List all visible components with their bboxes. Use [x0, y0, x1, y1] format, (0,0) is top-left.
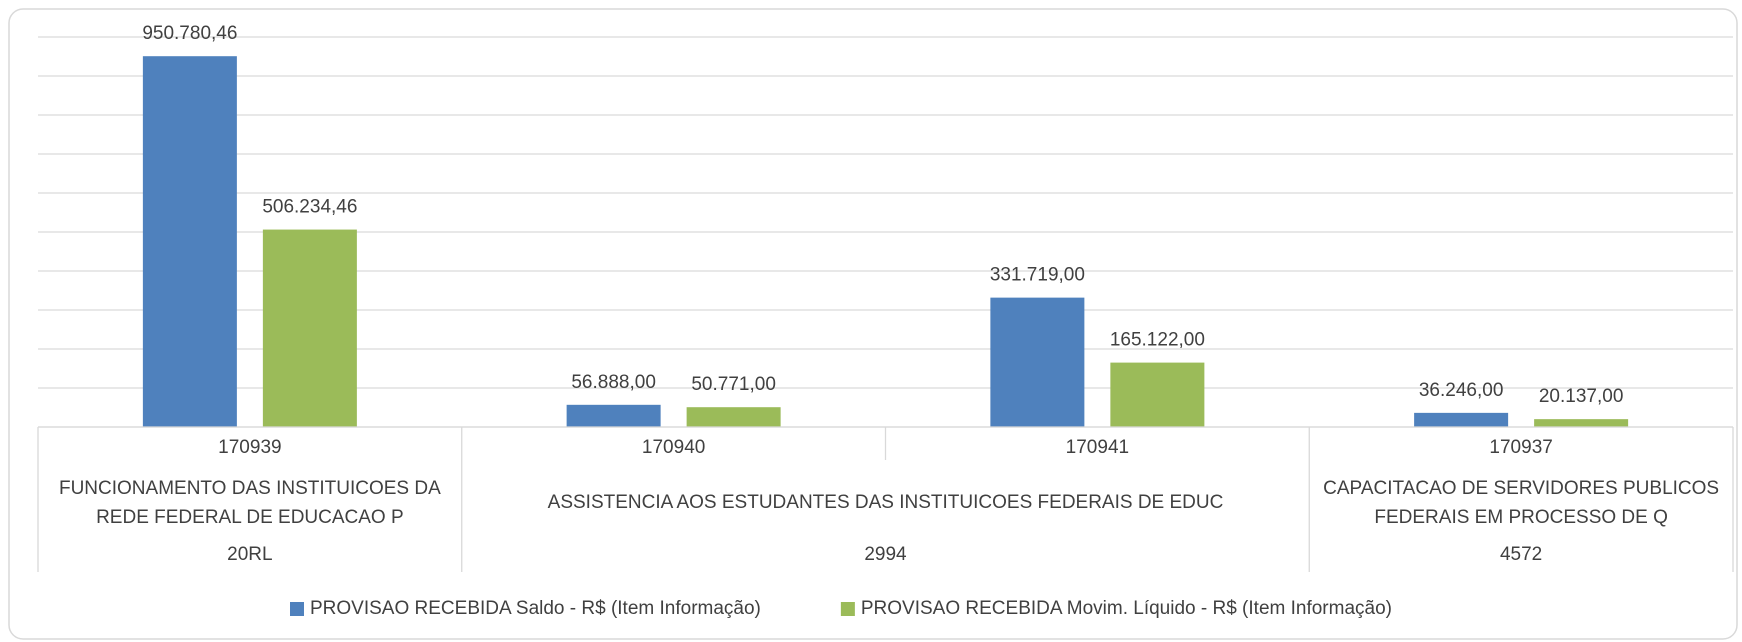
- value-label: 56.888,00: [571, 372, 656, 393]
- legend-label: PROVISAO RECEBIDA Saldo - R$ (Item Infor…: [310, 598, 761, 619]
- value-label: 950.780,46: [142, 23, 237, 44]
- bar: [1414, 412, 1509, 427]
- value-label: 331.719,00: [990, 265, 1085, 286]
- chart-frame: [8, 8, 1738, 640]
- category-group: ASSISTENCIA AOS ESTUDANTES DAS INSTITUIC…: [547, 492, 1224, 513]
- category-code-group-box: 20RL: [227, 544, 273, 565]
- category-code: 170941: [1065, 437, 1130, 458]
- category-group-box: CAPACITACAO DE SERVIDORES PUBLICOS FEDER…: [1323, 477, 1720, 528]
- category-code: 170937: [1489, 437, 1553, 458]
- value-label: 20.137,00: [1539, 386, 1624, 407]
- value-label: 506.234,46: [262, 197, 357, 218]
- bar: [990, 297, 1085, 427]
- category-code-box: 170941: [1065, 437, 1130, 458]
- category-code-box: 170939: [218, 437, 282, 458]
- category-code-box: 170940: [641, 437, 706, 458]
- bar: [566, 404, 661, 427]
- category-code: 170939: [218, 437, 282, 458]
- category-code-group-box: 4572: [1499, 544, 1543, 565]
- category-code-group: 4572: [1499, 544, 1543, 565]
- category-group: CAPACITACAO DE SERVIDORES PUBLICOS FEDER…: [1323, 477, 1720, 528]
- category-code-group: 2994: [864, 544, 907, 565]
- bar: [1534, 419, 1629, 427]
- legend-swatch: [840, 602, 855, 616]
- bar: [686, 407, 781, 427]
- category-group: FUNCIONAMENTO DAS INSTITUICOES DA REDE F…: [58, 477, 441, 528]
- category-code-group: 20RL: [227, 544, 273, 565]
- category-code: 170940: [641, 437, 706, 458]
- category-group-box: FUNCIONAMENTO DAS INSTITUICOES DA REDE F…: [58, 477, 441, 528]
- bar: [1110, 362, 1205, 427]
- bar: [262, 229, 357, 427]
- legend-swatch: [290, 602, 304, 616]
- category-code-group-box: 2994: [864, 544, 907, 565]
- value-label: 50.771,00: [691, 374, 776, 395]
- category-code-box: 170937: [1489, 437, 1553, 458]
- value-label: 165.122,00: [1110, 330, 1205, 351]
- category-group-box: ASSISTENCIA AOS ESTUDANTES DAS INSTITUIC…: [547, 492, 1224, 513]
- bar: [142, 56, 237, 428]
- legend-label: PROVISAO RECEBIDA Movim. Líquido - R$ (I…: [861, 598, 1392, 619]
- value-label: 36.246,00: [1419, 380, 1504, 401]
